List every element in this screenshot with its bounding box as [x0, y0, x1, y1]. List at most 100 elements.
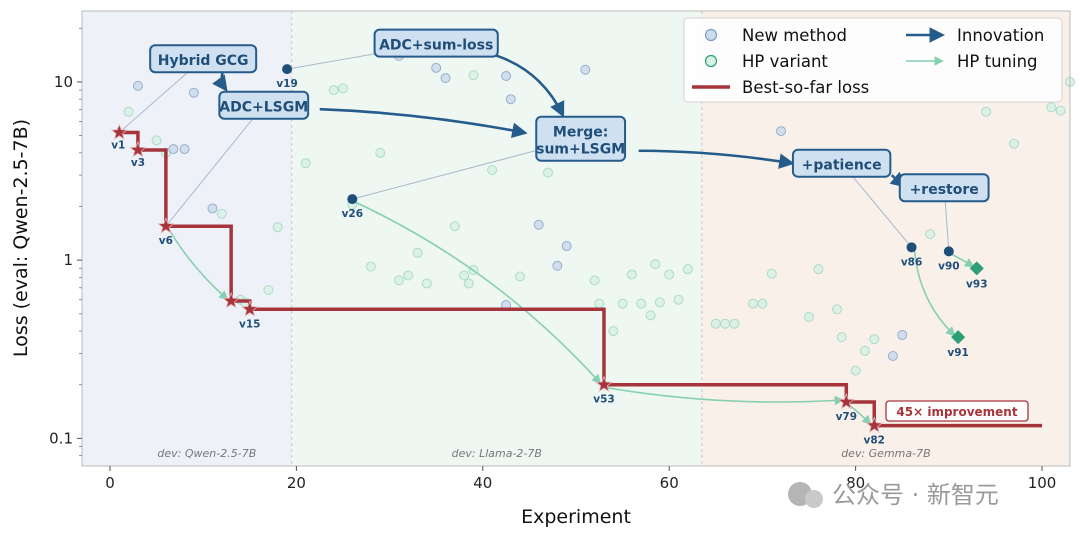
hp-tuning-arrow	[354, 201, 602, 385]
hp-variant-point	[626, 269, 637, 280]
hp-tuning-arrow	[848, 404, 872, 425]
legend: New method HP variant Best-so-far loss Inno…	[683, 17, 1063, 103]
best-point-label: v79	[836, 411, 857, 423]
new-method-key-point	[906, 242, 917, 253]
region-label: dev: Qwen-2.5-7B	[157, 447, 256, 460]
hp-tuning-arrow	[951, 253, 975, 268]
hp-variant-point	[682, 264, 693, 275]
legend-new-method-marker	[704, 28, 718, 42]
hp-variant-point	[449, 221, 460, 232]
hp-tuning-arrow	[913, 250, 956, 337]
hp-variant-point	[654, 297, 665, 308]
watermark: 公众号 · 新智元	[788, 481, 999, 509]
best-point-label: v15	[239, 318, 260, 330]
improvement-callout-text: 45× improvement	[896, 405, 1017, 419]
legend-hp-variant-marker	[704, 54, 718, 68]
hp-variant-point	[151, 135, 162, 146]
x-tick-label: 40	[473, 474, 492, 492]
innovation-arrows	[212, 51, 907, 188]
hp-variant-point	[594, 298, 605, 309]
region-label: dev: Llama-2-7B	[452, 447, 542, 460]
annotation-label: +patience	[802, 158, 882, 174]
hp-variant-point	[710, 318, 721, 329]
new-method-point	[776, 126, 787, 137]
annotation-box	[373, 28, 499, 58]
wechat-icon-secondary	[805, 490, 823, 508]
new-method-point	[561, 241, 572, 252]
plot-frame	[81, 10, 1071, 467]
hp-variant-point	[831, 304, 842, 315]
key-point-label: v26	[342, 208, 363, 220]
hp-tuning-arrow	[168, 228, 229, 301]
new-method-point	[188, 87, 199, 98]
hp-variant-point	[412, 247, 423, 258]
new-method-point	[580, 64, 591, 75]
hp-variant-point	[365, 261, 376, 272]
new-method-point	[207, 203, 218, 214]
region-bg	[291, 11, 702, 466]
hp-variant-point	[393, 275, 404, 286]
annotation-box	[149, 44, 258, 74]
hp-variant-point	[925, 229, 936, 240]
new-method-point	[533, 219, 544, 230]
hp-variant-point	[850, 365, 861, 376]
hp-variant-point	[589, 275, 600, 286]
improvement-callout: 45× improvement	[885, 400, 1029, 422]
y-tick-label: 10	[54, 73, 73, 91]
hp-variant-point	[272, 222, 283, 233]
axes: 0 20 40 60 80 100 0.1 1 10	[49, 27, 1056, 492]
annotation-boxes: Hybrid GCG ADC+sum-loss ADC+LSGM Merge:sum+…	[149, 28, 990, 203]
hp-variant-point	[337, 83, 348, 94]
new-method-point	[179, 144, 190, 155]
legend-label: HP variant	[742, 52, 828, 71]
hp-variant-point	[1046, 102, 1057, 113]
hp-variant-point	[664, 269, 675, 280]
new-method-key-point	[943, 246, 954, 257]
best-point-star	[837, 392, 855, 410]
best-point-star	[222, 291, 240, 309]
connector-line	[165, 104, 265, 227]
hp-variant-point	[617, 298, 628, 309]
best-point-label: v6	[159, 235, 173, 247]
new-method-point	[897, 330, 908, 341]
legend-label: Best-so-far loss	[742, 78, 869, 97]
annotation-box	[791, 148, 892, 178]
hp-tuning-arrows	[168, 201, 975, 425]
new-method-point	[440, 73, 451, 84]
x-tick-label: 80	[846, 474, 865, 492]
new-method-point	[132, 80, 143, 91]
hp-variant-point	[487, 165, 498, 176]
new-method-key-point	[347, 194, 358, 205]
region-bg	[82, 11, 292, 466]
hp-variant-point	[328, 85, 339, 96]
hp-variant-point	[543, 167, 554, 178]
hp-variant-point	[859, 345, 870, 356]
new-method-point	[431, 62, 442, 73]
key-point-label: v91	[947, 347, 968, 359]
hp-variant-point	[869, 334, 880, 345]
annotation-label: +restore	[910, 182, 979, 198]
hp-variant-point	[403, 270, 414, 281]
innovation-arrow	[487, 51, 565, 118]
y-tick-label: 0.1	[49, 429, 73, 447]
best-point-star	[865, 416, 883, 434]
legend-label: Innovation	[957, 26, 1044, 45]
x-tick-label: 0	[105, 474, 115, 492]
hp-variant-point	[720, 318, 731, 329]
hp-variant-point	[813, 264, 824, 275]
legend-box	[683, 17, 1063, 103]
hp-variant-point	[468, 70, 479, 81]
hp-variant-point	[1055, 105, 1066, 116]
best-point-star	[129, 140, 147, 158]
hp-variant-point	[757, 298, 768, 309]
hp-variant-point	[804, 311, 815, 322]
key-point-label: v86	[901, 256, 922, 268]
annotation-label: Merge:	[553, 125, 608, 141]
new-method-point	[552, 260, 563, 271]
annotation-box	[898, 173, 990, 203]
annotation-box	[535, 115, 627, 162]
legend-label: New method	[742, 26, 847, 45]
key-point-label: v19	[276, 78, 297, 90]
hp-variant-point	[836, 332, 847, 343]
